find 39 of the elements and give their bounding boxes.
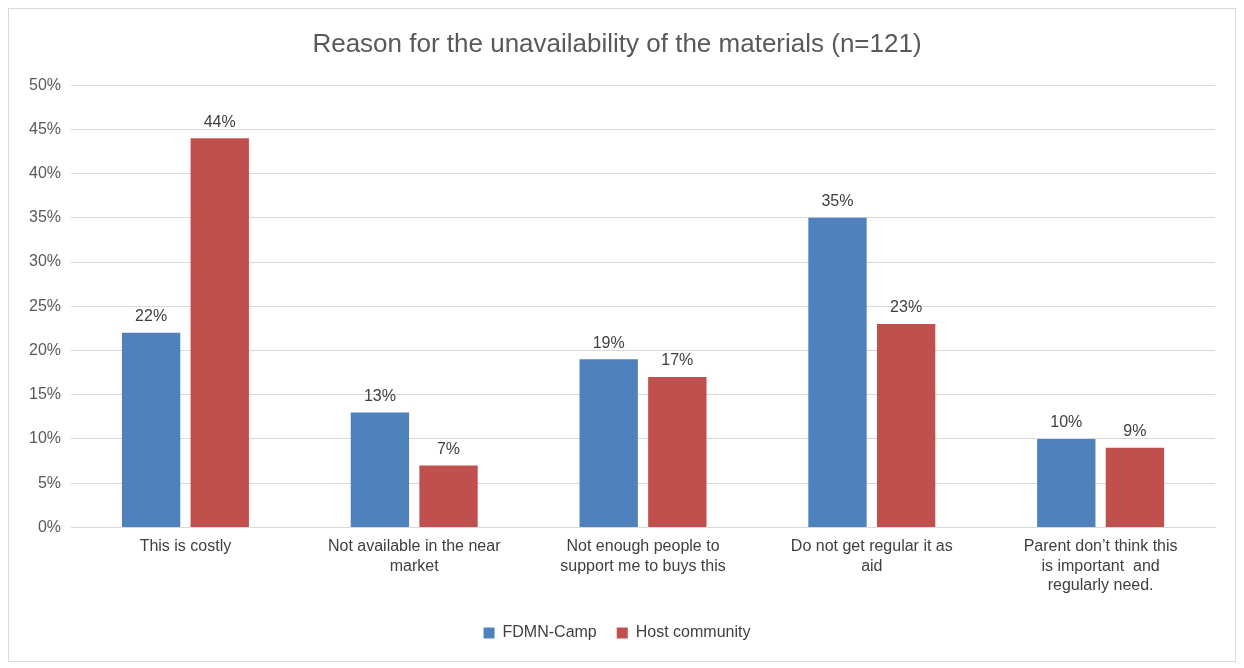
x-tick-label: This is costly <box>139 537 232 555</box>
y-tick-label: 35% <box>28 208 62 226</box>
data-label: 9% <box>1123 422 1147 440</box>
bar <box>648 377 707 527</box>
bar <box>1037 438 1096 527</box>
y-tick-label: 30% <box>28 252 62 270</box>
bar <box>579 359 638 527</box>
x-tick-label: Do not get regular it as aid <box>790 537 953 574</box>
data-label: 7% <box>436 439 461 457</box>
bar <box>121 332 181 527</box>
bar <box>190 138 249 527</box>
data-label: 23% <box>890 298 923 316</box>
y-tick-label: 10% <box>28 429 62 447</box>
bar <box>350 412 410 527</box>
x-tick-label: Parent don’t think this is important and regularly need. <box>1023 537 1178 593</box>
data-label: 10% <box>1050 413 1083 431</box>
y-tick-label: 20% <box>28 340 62 358</box>
bar <box>808 217 867 527</box>
legend-label: Host community <box>635 623 751 641</box>
x-tick-label: Not enough people to support me to buys this <box>560 537 726 574</box>
y-tick-label: 5% <box>37 473 62 491</box>
data-label: 22% <box>135 307 168 325</box>
chart-title: Reason for the unavailability of the materials (n=121) <box>312 27 922 58</box>
data-label: 44% <box>203 112 236 130</box>
y-tick-label: 15% <box>28 385 62 403</box>
data-label: 19% <box>592 333 625 351</box>
data-label: 17% <box>661 351 694 369</box>
y-tick-label: 25% <box>28 296 62 314</box>
x-tick-label: Not available in the near market <box>327 537 502 574</box>
legend-label: FDMN-Camp <box>502 623 597 641</box>
bar <box>876 323 936 527</box>
y-tick-label: 50% <box>28 75 62 93</box>
bar <box>419 465 478 527</box>
data-label: 35% <box>821 192 854 210</box>
y-tick-label: 40% <box>28 164 62 182</box>
bar <box>1105 447 1165 527</box>
y-tick-label: 0% <box>37 517 62 535</box>
data-label: 13% <box>363 386 396 404</box>
y-tick-label: 45% <box>28 119 62 137</box>
